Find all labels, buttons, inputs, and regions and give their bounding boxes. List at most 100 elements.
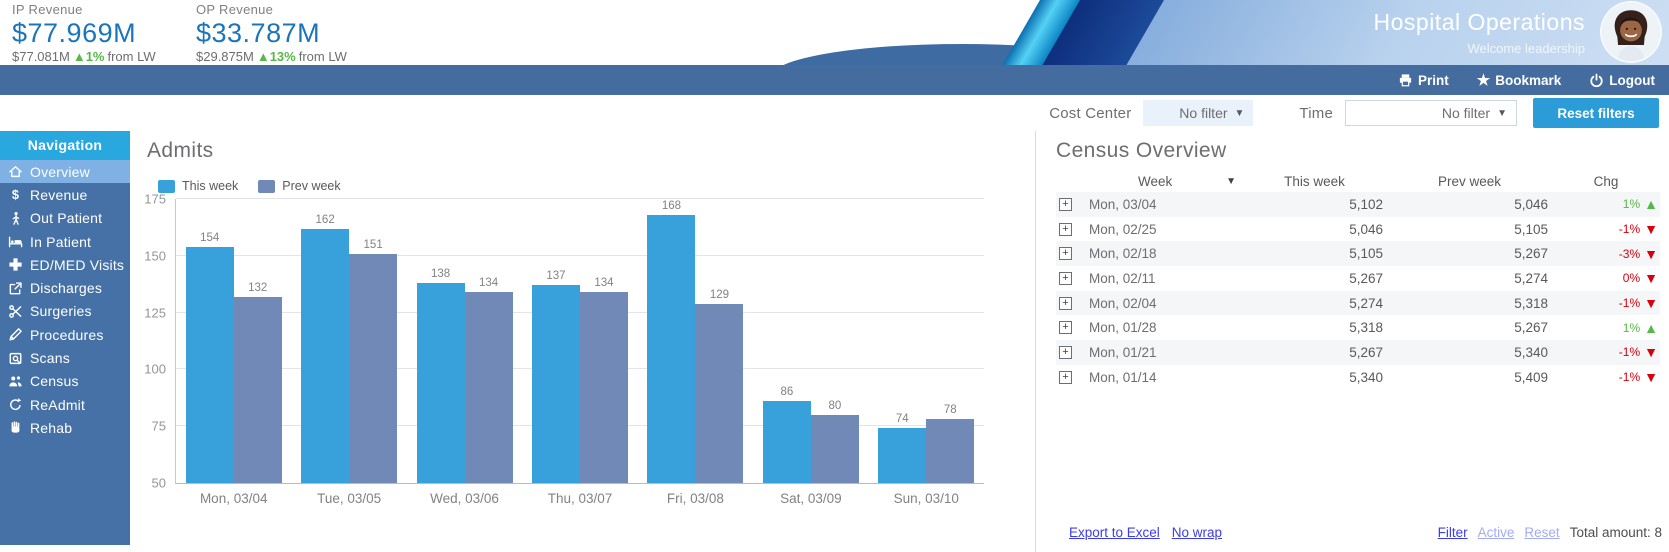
title-block: Hospital Operations Welcome leadership <box>1374 9 1586 56</box>
chart-bar-prev-week[interactable] <box>464 292 513 483</box>
table-row[interactable]: + Mon, 02/11 5,267 5,274 0% ▼ <box>1056 266 1660 291</box>
sidebar-item-label: Discharges <box>30 280 103 297</box>
chart-bar-this-week[interactable] <box>531 285 580 483</box>
sidebar-item-census[interactable]: Census <box>0 370 130 393</box>
chart-bar-this-week[interactable] <box>416 283 465 483</box>
expand-row-button[interactable]: + <box>1059 321 1072 335</box>
chart-bar-prev-week[interactable] <box>695 303 744 483</box>
reset-filters-button[interactable]: Reset filters <box>1533 98 1659 128</box>
table-row[interactable]: + Mon, 02/04 5,274 5,318 -1% ▼ <box>1056 290 1660 316</box>
sidebar-item-rehab[interactable]: Rehab <box>0 416 130 439</box>
export-to-excel-link[interactable]: Export to Excel <box>1069 525 1160 540</box>
chart-bar-this-week[interactable] <box>878 428 927 483</box>
expand-row-button[interactable]: + <box>1059 370 1072 384</box>
table-row[interactable]: + Mon, 03/04 5,102 5,046 1% ▲ <box>1056 192 1660 217</box>
expand-cell: + <box>1056 370 1082 384</box>
census-table-header: Week ▼ This week Prev week Chg <box>1056 170 1660 192</box>
this-week-column-header[interactable]: This week <box>1284 173 1345 189</box>
sidebar-item-out-patient[interactable]: Out Patient <box>0 207 130 230</box>
bar-column: 132 <box>233 199 282 483</box>
chart-bar-this-week[interactable] <box>762 401 811 483</box>
power-icon <box>1590 73 1603 87</box>
no-wrap-link[interactable]: No wrap <box>1171 525 1223 540</box>
week-cell: Mon, 03/04 <box>1089 196 1157 212</box>
sidebar-item-overview[interactable]: Overview <box>0 160 130 184</box>
week-cell: Mon, 01/21 <box>1089 344 1157 360</box>
expand-row-button[interactable]: + <box>1059 296 1072 310</box>
expand-row-button[interactable]: + <box>1059 197 1072 211</box>
chg-cell: -3% ▼ <box>1552 247 1660 261</box>
x-axis-tick-label: Sat, 03/09 <box>780 491 842 506</box>
chart-bar-this-week[interactable] <box>185 246 234 483</box>
table-actions: Export to Excel No wrap <box>1069 525 1234 540</box>
bar-column: 78 <box>926 199 975 483</box>
svg-text:$: $ <box>12 188 19 202</box>
gridline <box>176 254 984 256</box>
sidebar-item-scans[interactable]: Scans <box>0 346 130 369</box>
chart-bar-prev-week[interactable] <box>349 253 398 483</box>
filter-link[interactable]: Filter <box>1437 525 1468 540</box>
bar-group-sun-03-10: 74 78 <box>869 199 984 483</box>
sidebar-item-readmit[interactable]: ReAdmit <box>0 393 130 416</box>
filter-bar: Cost Center No filter ▼ Time No filter ▼… <box>0 95 1669 131</box>
expand-cell: + <box>1056 271 1082 285</box>
census-overview-panel: Census Overview Week ▼ This week Prev we… <box>1036 131 1669 552</box>
table-row[interactable]: + Mon, 01/14 5,340 5,409 -1% ▼ <box>1056 365 1660 390</box>
sidebar-item-label: Out Patient <box>30 210 103 227</box>
reset-link[interactable]: Reset <box>1524 525 1560 540</box>
expand-cell: + <box>1056 345 1082 359</box>
cost-center-dropdown[interactable]: No filter ▼ <box>1143 100 1254 126</box>
expand-row-button[interactable]: + <box>1059 247 1072 261</box>
expand-row-button[interactable]: + <box>1059 345 1072 359</box>
week-cell: Mon, 02/04 <box>1089 295 1157 311</box>
cost-center-value: No filter <box>1179 105 1228 121</box>
chg-cell: -1% ▼ <box>1552 370 1660 384</box>
chart-bar-prev-week[interactable] <box>926 419 975 483</box>
people-icon <box>8 374 23 389</box>
kpi-value: $33.787M <box>196 17 321 48</box>
sort-caret-icon: ▼ <box>1226 175 1236 187</box>
avatar-illustration <box>1602 3 1660 61</box>
sidebar-item-ed-med-visits[interactable]: ED/MED Visits <box>0 253 130 276</box>
chart-bar-this-week[interactable] <box>647 214 696 483</box>
bar-column: 74 <box>878 199 927 483</box>
expand-row-button[interactable]: + <box>1059 222 1072 236</box>
chart-bar-this-week[interactable] <box>301 228 350 483</box>
chg-percent: 1% <box>1622 197 1641 212</box>
home-icon <box>8 164 23 179</box>
time-dropdown[interactable]: No filter ▼ <box>1345 100 1517 126</box>
sidebar-item-procedures[interactable]: Procedures <box>0 323 130 346</box>
chart-bar-prev-week[interactable] <box>233 296 282 483</box>
prev-week-column-header[interactable]: Prev week <box>1437 173 1502 189</box>
sidebar-item-revenue[interactable]: $ Revenue <box>0 183 130 206</box>
chart-bar-prev-week[interactable] <box>810 414 859 483</box>
table-row[interactable]: + Mon, 02/25 5,046 5,105 -1% ▼ <box>1056 217 1660 242</box>
star-icon: ★ <box>1476 71 1491 89</box>
logout-button[interactable]: Logout <box>1589 73 1655 88</box>
sidebar-item-label: Scans <box>30 350 70 367</box>
sidebar-nav: Overview $ Revenue Out Patient In Patient ED/… <box>0 160 130 440</box>
user-avatar[interactable] <box>1602 3 1660 61</box>
sidebar-item-surgeries[interactable]: Surgeries <box>0 300 130 323</box>
medical-cross-icon <box>8 257 23 272</box>
active-link[interactable]: Active <box>1477 525 1515 540</box>
triangle-up-icon: ▲ <box>1644 196 1658 213</box>
table-row[interactable]: + Mon, 02/18 5,105 5,267 -3% ▼ <box>1056 241 1660 267</box>
sidebar-item-discharges[interactable]: Discharges <box>0 276 130 299</box>
sidebar-item-in-patient[interactable]: In Patient <box>0 230 130 253</box>
this-week-cell: 5,105 <box>1349 246 1383 262</box>
week-column-header[interactable]: Week ▼ <box>1138 173 1236 189</box>
prev-week-cell: 5,409 <box>1514 369 1548 385</box>
triangle-down-icon: ▼ <box>1644 344 1658 361</box>
hand-icon <box>8 420 23 435</box>
bookmark-button[interactable]: ★ Bookmark <box>1477 73 1561 88</box>
chart-bar-prev-week[interactable] <box>579 292 628 483</box>
expand-row-button[interactable]: + <box>1059 271 1072 285</box>
legend-item-this-week[interactable]: This week <box>158 179 238 193</box>
table-row[interactable]: + Mon, 01/28 5,318 5,267 1% ▲ <box>1056 315 1660 340</box>
legend-item-prev-week[interactable]: Prev week <box>258 179 341 193</box>
table-row[interactable]: + Mon, 01/21 5,267 5,340 -1% ▼ <box>1056 340 1660 365</box>
legend-swatch <box>258 179 276 193</box>
print-button[interactable]: Print <box>1398 73 1449 88</box>
chg-column-header[interactable]: Chg <box>1593 173 1619 189</box>
